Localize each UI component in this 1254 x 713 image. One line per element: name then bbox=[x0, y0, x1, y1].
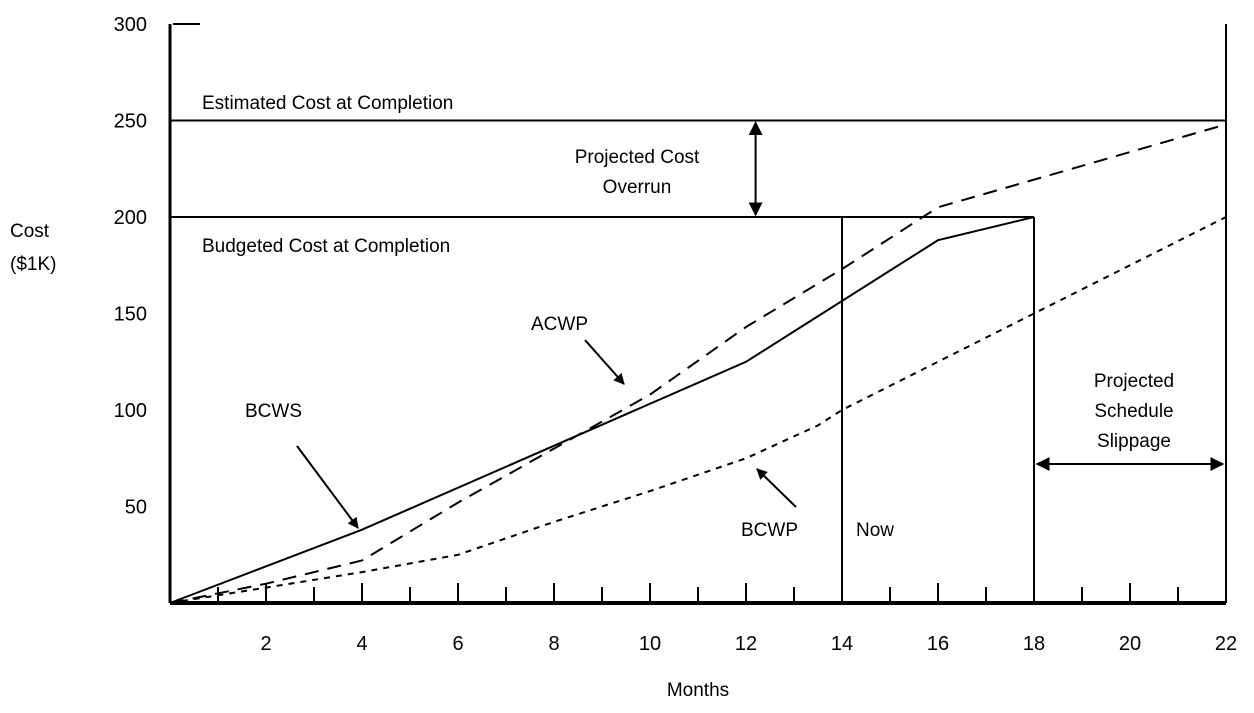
bcws-pointer-arrow bbox=[296, 445, 359, 529]
series-label-bcws: BCWS bbox=[245, 401, 302, 422]
x-tick-label-14: 14 bbox=[831, 633, 853, 655]
y-tick-label-150: 150 bbox=[114, 304, 147, 326]
estimated-cost-label: Estimated Cost at Completion bbox=[202, 93, 453, 114]
acwp-pointer-arrow bbox=[584, 339, 625, 385]
y-axis-label-line-1: Cost bbox=[10, 221, 50, 242]
y-tick-label-50: 50 bbox=[125, 497, 147, 519]
y-tick-label-250: 250 bbox=[114, 111, 147, 133]
schedule-slippage-label-line-1: Projected bbox=[1094, 371, 1174, 392]
x-tick-label-22: 22 bbox=[1215, 633, 1237, 655]
x-axis-label: Months bbox=[667, 680, 729, 701]
schedule-slippage-label-line-2: Schedule bbox=[1094, 401, 1173, 422]
cost-overrun-label-line-1: Projected Cost bbox=[575, 147, 700, 168]
schedule-slippage-label-line-3: Slippage bbox=[1097, 431, 1171, 452]
x-tick-label-20: 20 bbox=[1119, 633, 1141, 655]
x-tick-label-12: 12 bbox=[735, 633, 757, 655]
bcwp-pointer-arrow bbox=[756, 468, 797, 508]
now-label: Now bbox=[856, 520, 894, 541]
y-axis-label-line-2: ($1K) bbox=[10, 254, 56, 275]
series-label-acwp: ACWP bbox=[531, 314, 588, 335]
y-tick-label-300: 300 bbox=[114, 14, 147, 36]
x-tick-label-8: 8 bbox=[548, 633, 559, 655]
cost-overrun-label-line-2: Overrun bbox=[603, 177, 672, 198]
x-tick-label-2: 2 bbox=[260, 633, 271, 655]
series-bcwp-line bbox=[169, 216, 1227, 604]
x-tick-label-10: 10 bbox=[639, 633, 661, 655]
x-tick-label-16: 16 bbox=[927, 633, 949, 655]
series-bcws-line bbox=[169, 216, 1035, 604]
budgeted-cost-label: Budgeted Cost at Completion bbox=[202, 236, 450, 257]
x-tick-label-18: 18 bbox=[1023, 633, 1045, 655]
series-label-bcwp: BCWP bbox=[741, 520, 798, 541]
x-tick-label-6: 6 bbox=[452, 633, 463, 655]
y-tick-label-200: 200 bbox=[114, 207, 147, 229]
series-acwp-line bbox=[169, 123, 1227, 604]
y-tick-label-100: 100 bbox=[114, 400, 147, 422]
x-tick-label-4: 4 bbox=[356, 633, 367, 655]
